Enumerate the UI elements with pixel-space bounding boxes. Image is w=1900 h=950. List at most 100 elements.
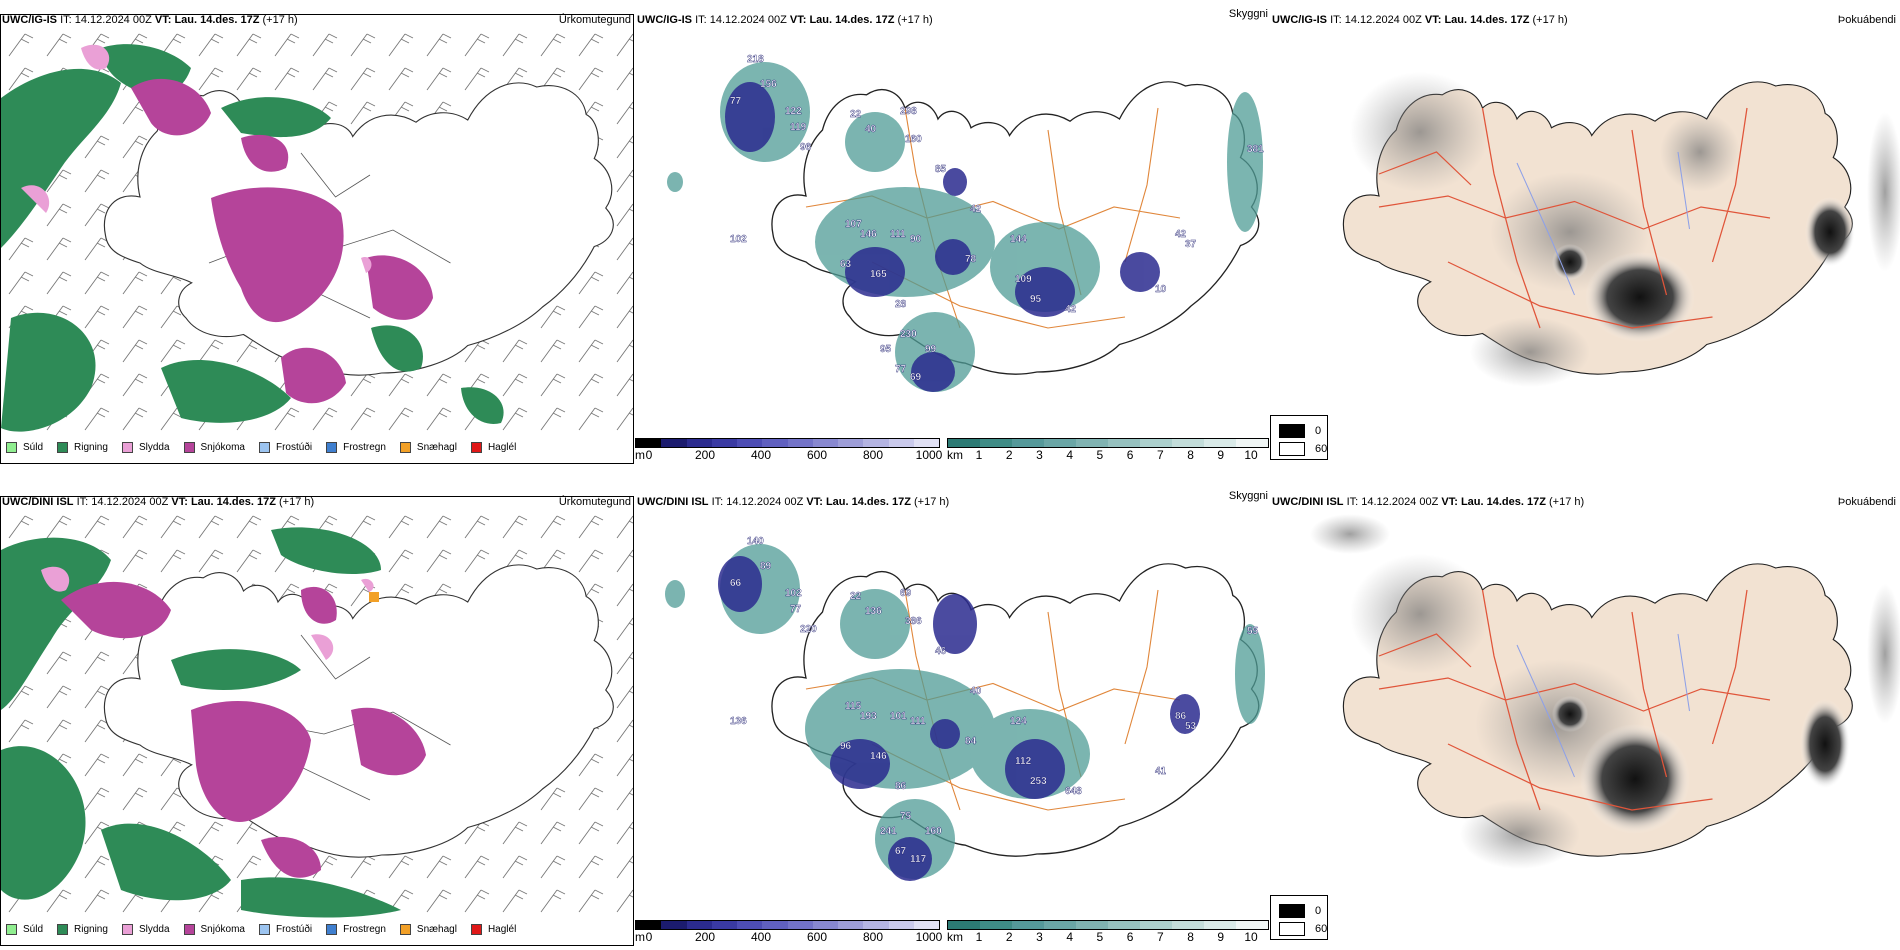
colorbar-segment	[980, 921, 1012, 929]
cloud-base-label: 117	[910, 854, 927, 865]
colorbar-segment	[1044, 439, 1076, 447]
cloud-base-label: 298	[900, 106, 917, 117]
legend-item-sleet: Slydda	[121, 442, 170, 453]
cloud-base-label: 95	[880, 344, 892, 355]
visibility-tick-label: 6	[1126, 930, 1134, 944]
height-tick-label: 200	[694, 930, 716, 944]
colorbar-segment	[737, 921, 763, 929]
legend-label: Súld	[23, 442, 44, 453]
colorbar-segment	[661, 439, 687, 447]
fog-dark-areas	[1552, 584, 1900, 834]
precip-map	[1, 510, 633, 920]
cloud-base-label: 381	[1247, 144, 1264, 155]
colorbar-segment	[1236, 439, 1268, 447]
it-value: 14.12.2024 00Z	[91, 496, 169, 508]
it-label: IT:	[1346, 496, 1359, 508]
panel-title: UWC/DINI ISL IT: 14.12.2024 00Z VT: Lau.…	[637, 496, 949, 508]
fog-panel-1: UWC/IG-IS IT: 14.12.2024 00Z VT: Lau. 14…	[1270, 10, 1900, 465]
it-value: 14.12.2024 00Z	[1361, 496, 1439, 508]
colorbar-segment	[711, 439, 737, 447]
fog-panel-2: UWC/DINI ISL IT: 14.12.2024 00Z VT: Lau.…	[1270, 492, 1900, 947]
legend-item-drizzle: Súld	[6, 924, 43, 935]
height-tick-label: 0	[645, 448, 653, 462]
visibility-tick-label: 10	[1244, 930, 1258, 944]
cloud-base-label: 102	[785, 588, 802, 599]
height-tick-label: 800	[862, 448, 884, 462]
cloud-base-label: 75	[900, 811, 912, 822]
cloud-base-label: 89	[760, 561, 772, 572]
colorbar-segment	[1172, 921, 1204, 929]
cloud-base-label: 46	[935, 646, 947, 657]
param-name: Skyggni	[1228, 490, 1268, 502]
fog-map	[1342, 72, 1900, 387]
height-tick-label: 200	[694, 448, 716, 462]
it-value: 14.12.2024 00Z	[709, 14, 787, 26]
colorbar-segment	[762, 439, 788, 447]
colorbar-segment	[1108, 921, 1140, 929]
panel-title: UWC/IG-IS IT: 14.12.2024 00Z VT: Lau. 14…	[2, 14, 298, 26]
cloud-base-label: 102	[730, 234, 747, 245]
cloud-panel-2: UWC/DINI ISL IT: 14.12.2024 00Z VT: Lau.…	[635, 490, 1270, 947]
legend-item-rain: Rigning	[57, 924, 108, 935]
cloud-base-label: 78	[965, 254, 977, 265]
fog-swatch-0	[1279, 424, 1305, 438]
it-label: IT:	[60, 14, 72, 26]
legend-label: Slydda	[138, 442, 170, 453]
cloud-base-label: 122	[785, 106, 802, 117]
legend-item-snow: Snjókoma	[183, 924, 245, 935]
cloud-base-label: 77	[790, 604, 802, 615]
colorbar-segment	[980, 439, 1012, 447]
cloud-base-label: 41	[1155, 766, 1167, 777]
visibility-tick-label: 1	[975, 448, 983, 462]
it-label: IT:	[695, 14, 707, 26]
precip-frame	[0, 496, 634, 946]
cloud-base-label: 67	[895, 846, 907, 857]
height-tick-label: 600	[806, 448, 828, 462]
visibility-tick-label: 1	[975, 930, 983, 944]
vt-label: VT:	[1424, 14, 1442, 26]
cloud-panel-1: UWC/IG-IS IT: 14.12.2024 00Z VT: Lau. 14…	[635, 8, 1270, 465]
visibility-tick-label: 5	[1096, 448, 1104, 462]
visibility-tick-label: 2	[1005, 448, 1013, 462]
vt-label: VT:	[171, 496, 188, 508]
fog-legend-2: 0 60	[1270, 895, 1328, 940]
cloud-base-label: 101	[890, 711, 907, 722]
it-value: 14.12.2024 00Z	[74, 14, 152, 26]
vt-label: VT:	[789, 14, 807, 26]
cloud-base-label: 119	[790, 122, 807, 133]
cloud-base-label: 69	[910, 372, 922, 383]
fog-dark-areas	[1552, 112, 1900, 342]
model-name: UWC/DINI ISL	[1272, 496, 1344, 508]
cloud-base-label: 40	[865, 124, 877, 135]
legend-label: Haglél	[487, 442, 517, 453]
fog-map	[1310, 514, 1900, 869]
colorbar-segment	[888, 439, 914, 447]
legend-swatch	[326, 924, 338, 935]
cloud-base-label: 144	[1010, 234, 1027, 245]
cloud-base-label: 386	[905, 616, 922, 627]
colorbar-segment	[787, 921, 813, 929]
vt-value: Lau. 14.des. 17Z	[809, 14, 895, 26]
cloud-base-label: 85	[935, 164, 947, 175]
cloud-base-label: 241	[880, 826, 897, 837]
colorbar-segment	[661, 921, 687, 929]
model-name: UWC/IG-IS	[2, 14, 57, 26]
fog-swatch-60	[1279, 442, 1305, 456]
model-name: UWC/IG-IS	[1272, 14, 1327, 26]
lead-time: (+17 h)	[279, 496, 315, 508]
colorbar-segment	[1076, 921, 1108, 929]
colorbar-segment	[636, 439, 662, 447]
legend-item-snow-pellets: Snæhagl	[399, 924, 457, 935]
visibility-tick-label: 7	[1156, 930, 1164, 944]
legend-label: Snæhagl	[416, 924, 457, 935]
visibility-tick-label: 3	[1036, 930, 1043, 944]
visibility-tick-label: 7	[1156, 448, 1164, 462]
legend-label: Snjókoma	[200, 442, 245, 453]
visibility-colorbar	[947, 438, 1269, 448]
cloud-base-areas	[718, 556, 1200, 881]
cloud-base-label: 253	[1030, 776, 1047, 787]
cloud-base-label: 96	[840, 741, 852, 752]
cloud-base-label: 107	[845, 219, 862, 230]
